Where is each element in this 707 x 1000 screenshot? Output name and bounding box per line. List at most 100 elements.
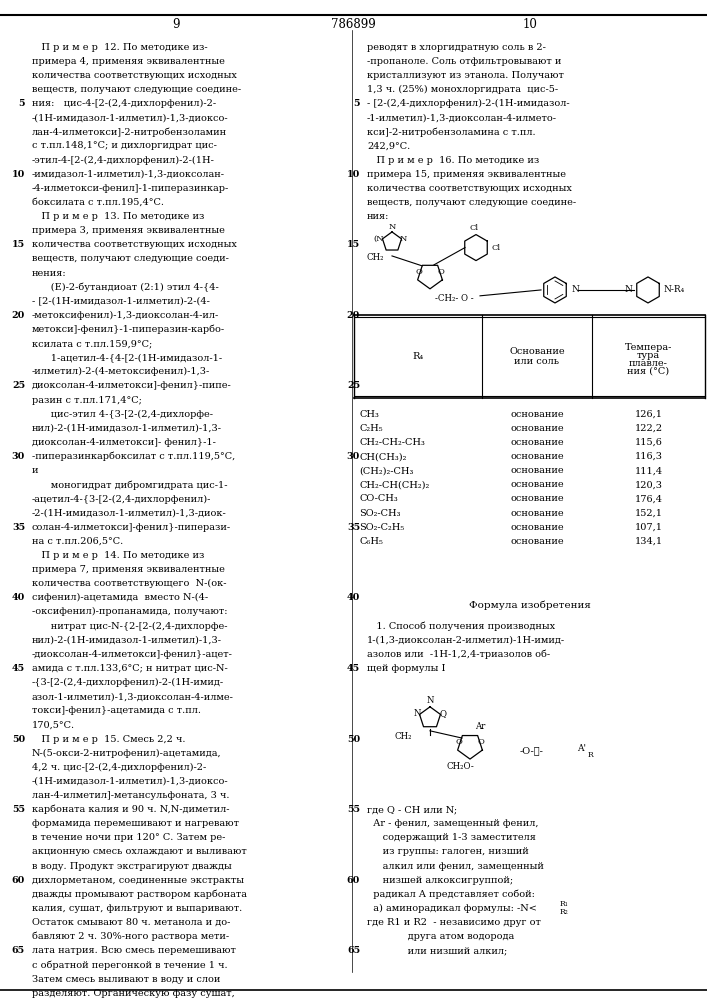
- Text: Cl: Cl: [491, 244, 500, 252]
- Text: солан-4-илметокси]-фенил}-пиперази-: солан-4-илметокси]-фенил}-пиперази-: [32, 523, 231, 532]
- Text: 4,2 ч. цис-[2-(2,4-дихлорфенил)-2-: 4,2 ч. цис-[2-(2,4-дихлорфенил)-2-: [32, 763, 206, 772]
- Text: в воду. Продукт экстрагируют дважды: в воду. Продукт экстрагируют дважды: [32, 862, 232, 871]
- Text: 25: 25: [347, 381, 360, 390]
- Text: плавле-: плавле-: [629, 359, 668, 368]
- Text: 30: 30: [12, 452, 25, 461]
- Text: веществ, получают следующие соеди-: веществ, получают следующие соеди-: [32, 254, 229, 263]
- Text: N: N: [400, 235, 407, 243]
- Text: азолов или  -1Н-1,2,4-триазолов об-: азолов или -1Н-1,2,4-триазолов об-: [367, 650, 550, 659]
- Text: моногидрат дибромгидрата цис-1-: моногидрат дибромгидрата цис-1-: [32, 480, 228, 490]
- Text: -пиперазинкарбоксилат с т.пл.119,5°С,: -пиперазинкарбоксилат с т.пл.119,5°С,: [32, 452, 235, 461]
- Text: 122,2: 122,2: [634, 424, 662, 433]
- Text: 55: 55: [12, 805, 25, 814]
- Text: SO₂-C₂H₅: SO₂-C₂H₅: [359, 523, 404, 532]
- Text: 15: 15: [12, 240, 25, 249]
- Text: количества соответствующих исходных: количества соответствующих исходных: [32, 71, 237, 80]
- Text: цис-этил 4-{3-[2-(2,4-дихлорфе-: цис-этил 4-{3-[2-(2,4-дихлорфе-: [32, 410, 213, 419]
- Text: алкил или фенил, замещенный: алкил или фенил, замещенный: [367, 862, 544, 871]
- Text: на с т.пл.206,5°С.: на с т.пл.206,5°С.: [32, 537, 123, 546]
- Text: -ацетил-4-{3-[2-(2,4-дихлорфенил)-: -ацетил-4-{3-[2-(2,4-дихлорфенил)-: [32, 494, 211, 504]
- Text: -CH₂- O -: -CH₂- O -: [435, 294, 474, 303]
- Text: метокси]-фенил}-1-пиперазин-карбо-: метокси]-фенил}-1-пиперазин-карбо-: [32, 325, 225, 334]
- Text: N: N: [624, 285, 632, 294]
- Text: -этил-4-[2-(2,4-дихлорфенил)-2-(1Н-: -этил-4-[2-(2,4-дихлорфенил)-2-(1Н-: [32, 155, 215, 165]
- Text: 116,3: 116,3: [634, 452, 662, 461]
- Text: -диоксолан-4-илметокси]-фенил}-ацет-: -диоксолан-4-илметокси]-фенил}-ацет-: [32, 650, 233, 659]
- Text: -4-илметокси-фенил]-1-пиперазинкар-: -4-илметокси-фенил]-1-пиперазинкар-: [32, 184, 229, 193]
- Text: основание: основание: [510, 523, 563, 532]
- Text: нитрат цис-N-{2-[2-(2,4-дихлорфе-: нитрат цис-N-{2-[2-(2,4-дихлорфе-: [32, 621, 228, 631]
- Text: -2-(1Н-имидазол-1-илметил)-1,3-диок-: -2-(1Н-имидазол-1-илметил)-1,3-диок-: [32, 509, 227, 518]
- Text: 115,6: 115,6: [635, 438, 662, 447]
- Text: Формула изобретения: Формула изобретения: [469, 600, 590, 610]
- Text: токси]-фенил}-ацетамида с т.пл.: токси]-фенил}-ацетамида с т.пл.: [32, 706, 201, 715]
- Text: реводят в хлоргидратную соль в 2-: реводят в хлоргидратную соль в 2-: [367, 43, 546, 52]
- Text: 1-(1,3-диоксолан-2-илметил)-1Н-имид-: 1-(1,3-диоксолан-2-илметил)-1Н-имид-: [367, 636, 565, 645]
- Text: основание: основание: [510, 466, 563, 475]
- Text: CH₃: CH₃: [359, 410, 379, 419]
- Text: ния:: ния:: [367, 212, 390, 221]
- Text: 1. Способ получения производных: 1. Способ получения производных: [367, 621, 555, 631]
- Text: друга атом водорода: друга атом водорода: [367, 932, 514, 941]
- Text: П р и м е р  13. По методике из: П р и м е р 13. По методике из: [32, 212, 204, 221]
- Text: 40: 40: [12, 593, 25, 602]
- Text: с обратной перегонкой в течение 1 ч.: с обратной перегонкой в течение 1 ч.: [32, 960, 228, 970]
- Text: 170,5°С.: 170,5°С.: [32, 720, 75, 729]
- Text: Cl: Cl: [469, 224, 479, 232]
- Text: Основание: Основание: [509, 347, 565, 356]
- Text: 5: 5: [18, 99, 25, 108]
- Text: примера 15, применяя эквивалентные: примера 15, применяя эквивалентные: [367, 170, 566, 179]
- Text: CH₂-CH(CH₂)₂: CH₂-CH(CH₂)₂: [359, 480, 429, 489]
- Text: 5: 5: [354, 99, 360, 108]
- Text: где Q - СН или N;: где Q - СН или N;: [367, 805, 457, 814]
- Text: акционную смесь охлаждают и выливают: акционную смесь охлаждают и выливают: [32, 847, 247, 856]
- Text: карбоната калия и 90 ч. N,N-диметил-: карбоната калия и 90 ч. N,N-диметил-: [32, 805, 230, 814]
- Text: O: O: [477, 738, 484, 746]
- Text: 1-ацетил-4-{4-[2-(1Н-имидазол-1-: 1-ацетил-4-{4-[2-(1Н-имидазол-1-: [32, 353, 222, 362]
- Text: 1,3 ч. (25%) монохлоргидрата  цис-5-: 1,3 ч. (25%) монохлоргидрата цис-5-: [367, 85, 558, 94]
- Text: 10: 10: [346, 170, 360, 179]
- Text: основание: основание: [510, 452, 563, 461]
- Text: примера 4, применяя эквивалентные: примера 4, применяя эквивалентные: [32, 57, 225, 66]
- Text: O: O: [455, 738, 462, 746]
- Text: в течение ночи при 120° С. Затем ре-: в течение ночи при 120° С. Затем ре-: [32, 833, 226, 842]
- Text: 10: 10: [12, 170, 25, 179]
- Text: щей формулы I: щей формулы I: [367, 664, 445, 673]
- Text: сифенил)-ацетамида  вместо N-(4-: сифенил)-ацетамида вместо N-(4-: [32, 593, 208, 602]
- Text: Ar - фенил, замещенный фенил,: Ar - фенил, замещенный фенил,: [367, 819, 539, 828]
- Text: 107,1: 107,1: [634, 523, 662, 532]
- Text: количества соответствующих исходных: количества соответствующих исходных: [367, 184, 572, 193]
- Text: 20: 20: [346, 311, 360, 320]
- Text: П р и м е р  15. Смесь 2,2 ч.: П р и м е р 15. Смесь 2,2 ч.: [32, 734, 185, 744]
- Text: -1-илметил)-1,3-диоксолан-4-илмето-: -1-илметил)-1,3-диоксолан-4-илмето-: [367, 113, 557, 122]
- Text: с т.пл.148,1°С; и дихлоргидрат цис-: с т.пл.148,1°С; и дихлоргидрат цис-: [32, 141, 217, 150]
- Text: 25: 25: [12, 381, 25, 390]
- Text: диоксолан-4-илметокси]- фенил}-1-: диоксолан-4-илметокси]- фенил}-1-: [32, 438, 216, 447]
- Text: основание: основание: [510, 410, 563, 419]
- Text: 50: 50: [12, 734, 25, 744]
- Text: 152,1: 152,1: [634, 509, 662, 518]
- Text: 126,1: 126,1: [634, 410, 662, 419]
- Text: а) аминорадикал формулы: -N<: а) аминорадикал формулы: -N<: [367, 904, 537, 913]
- Text: 65: 65: [12, 946, 25, 955]
- Text: лан-4-илметил]-метансульфоната, 3 ч.: лан-4-илметил]-метансульфоната, 3 ч.: [32, 791, 230, 800]
- Text: A': A': [577, 744, 586, 753]
- Text: ния:   цис-4-[2-(2,4-дихлорфенил)-2-: ния: цис-4-[2-(2,4-дихлорфенил)-2-: [32, 99, 216, 108]
- Text: дважды промывают раствором карбоната: дважды промывают раствором карбоната: [32, 890, 247, 899]
- Text: CH₂: CH₂: [366, 253, 384, 262]
- Text: формамида перемешивают и нагревают: формамида перемешивают и нагревают: [32, 819, 239, 828]
- Text: 45: 45: [12, 664, 25, 673]
- Text: нил)-2-(1Н-имидазол-1-илметил)-1,3-: нил)-2-(1Н-имидазол-1-илметил)-1,3-: [32, 636, 222, 645]
- Text: веществ, получают следующие соедине-: веществ, получают следующие соедине-: [367, 198, 576, 207]
- Text: дихлорметаном, соединенные экстракты: дихлорметаном, соединенные экстракты: [32, 876, 244, 885]
- Text: основание: основание: [510, 509, 563, 518]
- Text: -пропаноле. Соль отфильтровывают и: -пропаноле. Соль отфильтровывают и: [367, 57, 561, 66]
- Text: -(1Н-имидазол-1-илметил)-1,3-диоксо-: -(1Н-имидазол-1-илметил)-1,3-диоксо-: [32, 777, 228, 786]
- Text: разин с т.пл.171,4°С;: разин с т.пл.171,4°С;: [32, 396, 142, 405]
- Text: или низший алкил;: или низший алкил;: [367, 946, 507, 955]
- Text: 45: 45: [347, 664, 360, 673]
- Text: лата натрия. Всю смесь перемешивают: лата натрия. Всю смесь перемешивают: [32, 946, 236, 955]
- Text: R₁: R₁: [560, 900, 568, 908]
- Text: ния (°C): ния (°C): [627, 367, 670, 376]
- Text: основание: основание: [510, 480, 563, 489]
